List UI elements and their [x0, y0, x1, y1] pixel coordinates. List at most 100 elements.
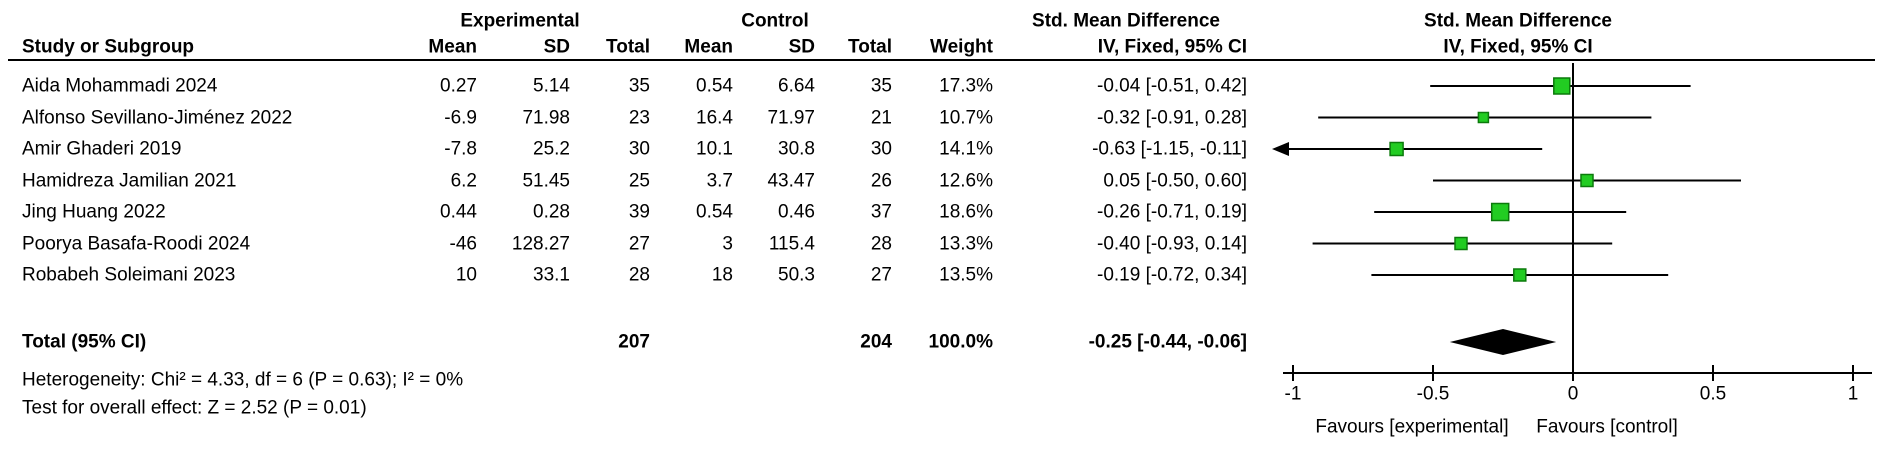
- cell-ci: -0.40 [-0.93, 0.14]: [1097, 233, 1247, 254]
- cell-n_e: 27: [628, 233, 650, 254]
- cell-n_e: 23: [628, 107, 650, 128]
- cell-n_e: 39: [628, 201, 650, 223]
- effect-marker: [1553, 77, 1571, 95]
- cell-ci: -0.63 [-1.15, -0.11]: [1092, 138, 1247, 160]
- cell-sd_e: 128.27: [511, 233, 570, 254]
- cell-weight: 10.7%: [939, 107, 993, 128]
- header-study-or-subgroup: Study or Subgroup: [22, 36, 195, 58]
- effect-marker: [1580, 173, 1594, 188]
- cell-weight: 12.6%: [939, 170, 993, 191]
- total-ci-text: -0.25 [-0.44, -0.06]: [1088, 331, 1247, 353]
- cell-ci: 0.05 [-0.50, 0.60]: [1103, 170, 1247, 191]
- cell-n_c: 21: [870, 107, 892, 128]
- effect-marker: [1477, 111, 1490, 124]
- favours-control-label: Favours [control]: [1536, 416, 1678, 438]
- study-name: Hamidreza Jamilian 2021: [22, 170, 237, 191]
- cell-sd_c: 71.97: [767, 107, 815, 128]
- cell-mean_c: 3.7: [706, 170, 733, 191]
- cell-n_e: 28: [628, 264, 650, 286]
- cell-n_c: 30: [870, 138, 892, 160]
- effect-marker: [1454, 236, 1468, 251]
- cell-weight: 13.5%: [939, 264, 993, 286]
- cell-ci: -0.19 [-0.72, 0.34]: [1097, 264, 1247, 286]
- header-method-ci-plot-column: IV, Fixed, 95% CI: [1443, 36, 1593, 58]
- header-exp-mean: Mean: [428, 36, 477, 58]
- cell-sd_c: 115.4: [768, 233, 815, 254]
- cell-n_c: 37: [870, 201, 892, 223]
- ci-clip-arrow-icon: [1272, 142, 1289, 156]
- cell-weight: 17.3%: [939, 75, 993, 97]
- cell-n_e: 35: [628, 75, 650, 97]
- cell-n_e: 30: [628, 138, 650, 160]
- cell-sd_e: 33.1: [533, 264, 570, 286]
- header-ctl-sd: SD: [788, 36, 815, 58]
- cell-mean_e: 10: [455, 264, 477, 286]
- header-experimental-group: Experimental: [460, 10, 580, 32]
- cell-sd_e: 25.2: [533, 138, 570, 160]
- header-exp-sd: SD: [543, 36, 570, 58]
- cell-mean_c: 10.1: [696, 138, 733, 160]
- cell-sd_c: 0.46: [778, 201, 815, 223]
- total-row-label: Total (95% CI): [22, 331, 147, 353]
- cell-ci: -0.32 [-0.91, 0.28]: [1097, 107, 1247, 128]
- cell-mean_e: -6.9: [444, 107, 477, 128]
- effect-marker: [1490, 202, 1510, 222]
- effect-marker: [1513, 268, 1527, 282]
- cell-sd_e: 51.45: [522, 170, 570, 191]
- header-ctl-mean: Mean: [684, 36, 733, 58]
- axis-tick-label: 0.5: [1699, 383, 1727, 405]
- cell-n_c: 35: [870, 75, 892, 97]
- axis-tick-label: 0: [1567, 383, 1579, 405]
- cell-n_c: 27: [870, 264, 892, 286]
- cell-mean_c: 18: [711, 264, 733, 286]
- axis-tick-label: -0.5: [1416, 383, 1450, 405]
- overall-effect-note: Test for overall effect: Z = 2.52 (P = 0…: [22, 397, 367, 419]
- cell-mean_c: 3: [722, 233, 733, 254]
- cell-weight: 18.6%: [939, 201, 993, 223]
- cell-sd_e: 0.28: [533, 201, 570, 223]
- cell-sd_c: 43.47: [767, 170, 815, 191]
- axis-tick-label: -1: [1284, 383, 1302, 405]
- cell-mean_c: 16.4: [696, 107, 733, 128]
- header-underline: [8, 59, 1875, 61]
- cell-mean_e: 0.27: [440, 75, 477, 97]
- effect-marker: [1389, 141, 1404, 157]
- cell-mean_e: 0.44: [440, 201, 477, 223]
- cell-ci: -0.26 [-0.71, 0.19]: [1097, 201, 1247, 223]
- header-smd-plot-column: Std. Mean Difference: [1424, 10, 1612, 32]
- total-weight: 100.0%: [928, 331, 993, 353]
- cell-mean_e: 6.2: [450, 170, 477, 191]
- cell-mean_c: 0.54: [696, 201, 733, 223]
- cell-sd_c: 50.3: [778, 264, 815, 286]
- heterogeneity-note: Heterogeneity: Chi² = 4.33, df = 6 (P = …: [22, 369, 464, 391]
- favours-experimental-label: Favours [experimental]: [1315, 416, 1509, 438]
- study-name: Amir Ghaderi 2019: [22, 138, 182, 160]
- header-ctl-total: Total: [848, 36, 892, 58]
- study-name: Alfonso Sevillano-Jiménez 2022: [22, 107, 293, 128]
- cell-n_c: 26: [870, 170, 892, 191]
- total-ctl-n: 204: [860, 331, 892, 353]
- header-control-group: Control: [741, 10, 809, 32]
- cell-mean_c: 0.54: [696, 75, 733, 97]
- cell-mean_e: -46: [449, 233, 477, 254]
- total-diamond: [1449, 329, 1557, 355]
- header-method-ci-text-column: IV, Fixed, 95% CI: [1097, 36, 1247, 58]
- cell-ci: -0.04 [-0.51, 0.42]: [1097, 75, 1247, 97]
- cell-n_e: 25: [628, 170, 650, 191]
- cell-n_c: 28: [870, 233, 892, 254]
- study-name: Aida Mohammadi 2024: [22, 75, 218, 97]
- study-name: Jing Huang 2022: [22, 201, 166, 223]
- header-exp-total: Total: [606, 36, 650, 58]
- study-name: Poorya Basafa-Roodi 2024: [22, 233, 251, 254]
- cell-sd_e: 5.14: [533, 75, 570, 97]
- study-name: Robabeh Soleimani 2023: [22, 264, 236, 286]
- axis-tick-label: 1: [1847, 383, 1859, 405]
- cell-sd_c: 30.8: [778, 138, 815, 160]
- cell-sd_c: 6.64: [778, 75, 815, 97]
- cell-sd_e: 71.98: [522, 107, 570, 128]
- total-exp-n: 207: [618, 331, 650, 353]
- cell-weight: 13.3%: [939, 233, 993, 254]
- header-weight: Weight: [930, 36, 993, 58]
